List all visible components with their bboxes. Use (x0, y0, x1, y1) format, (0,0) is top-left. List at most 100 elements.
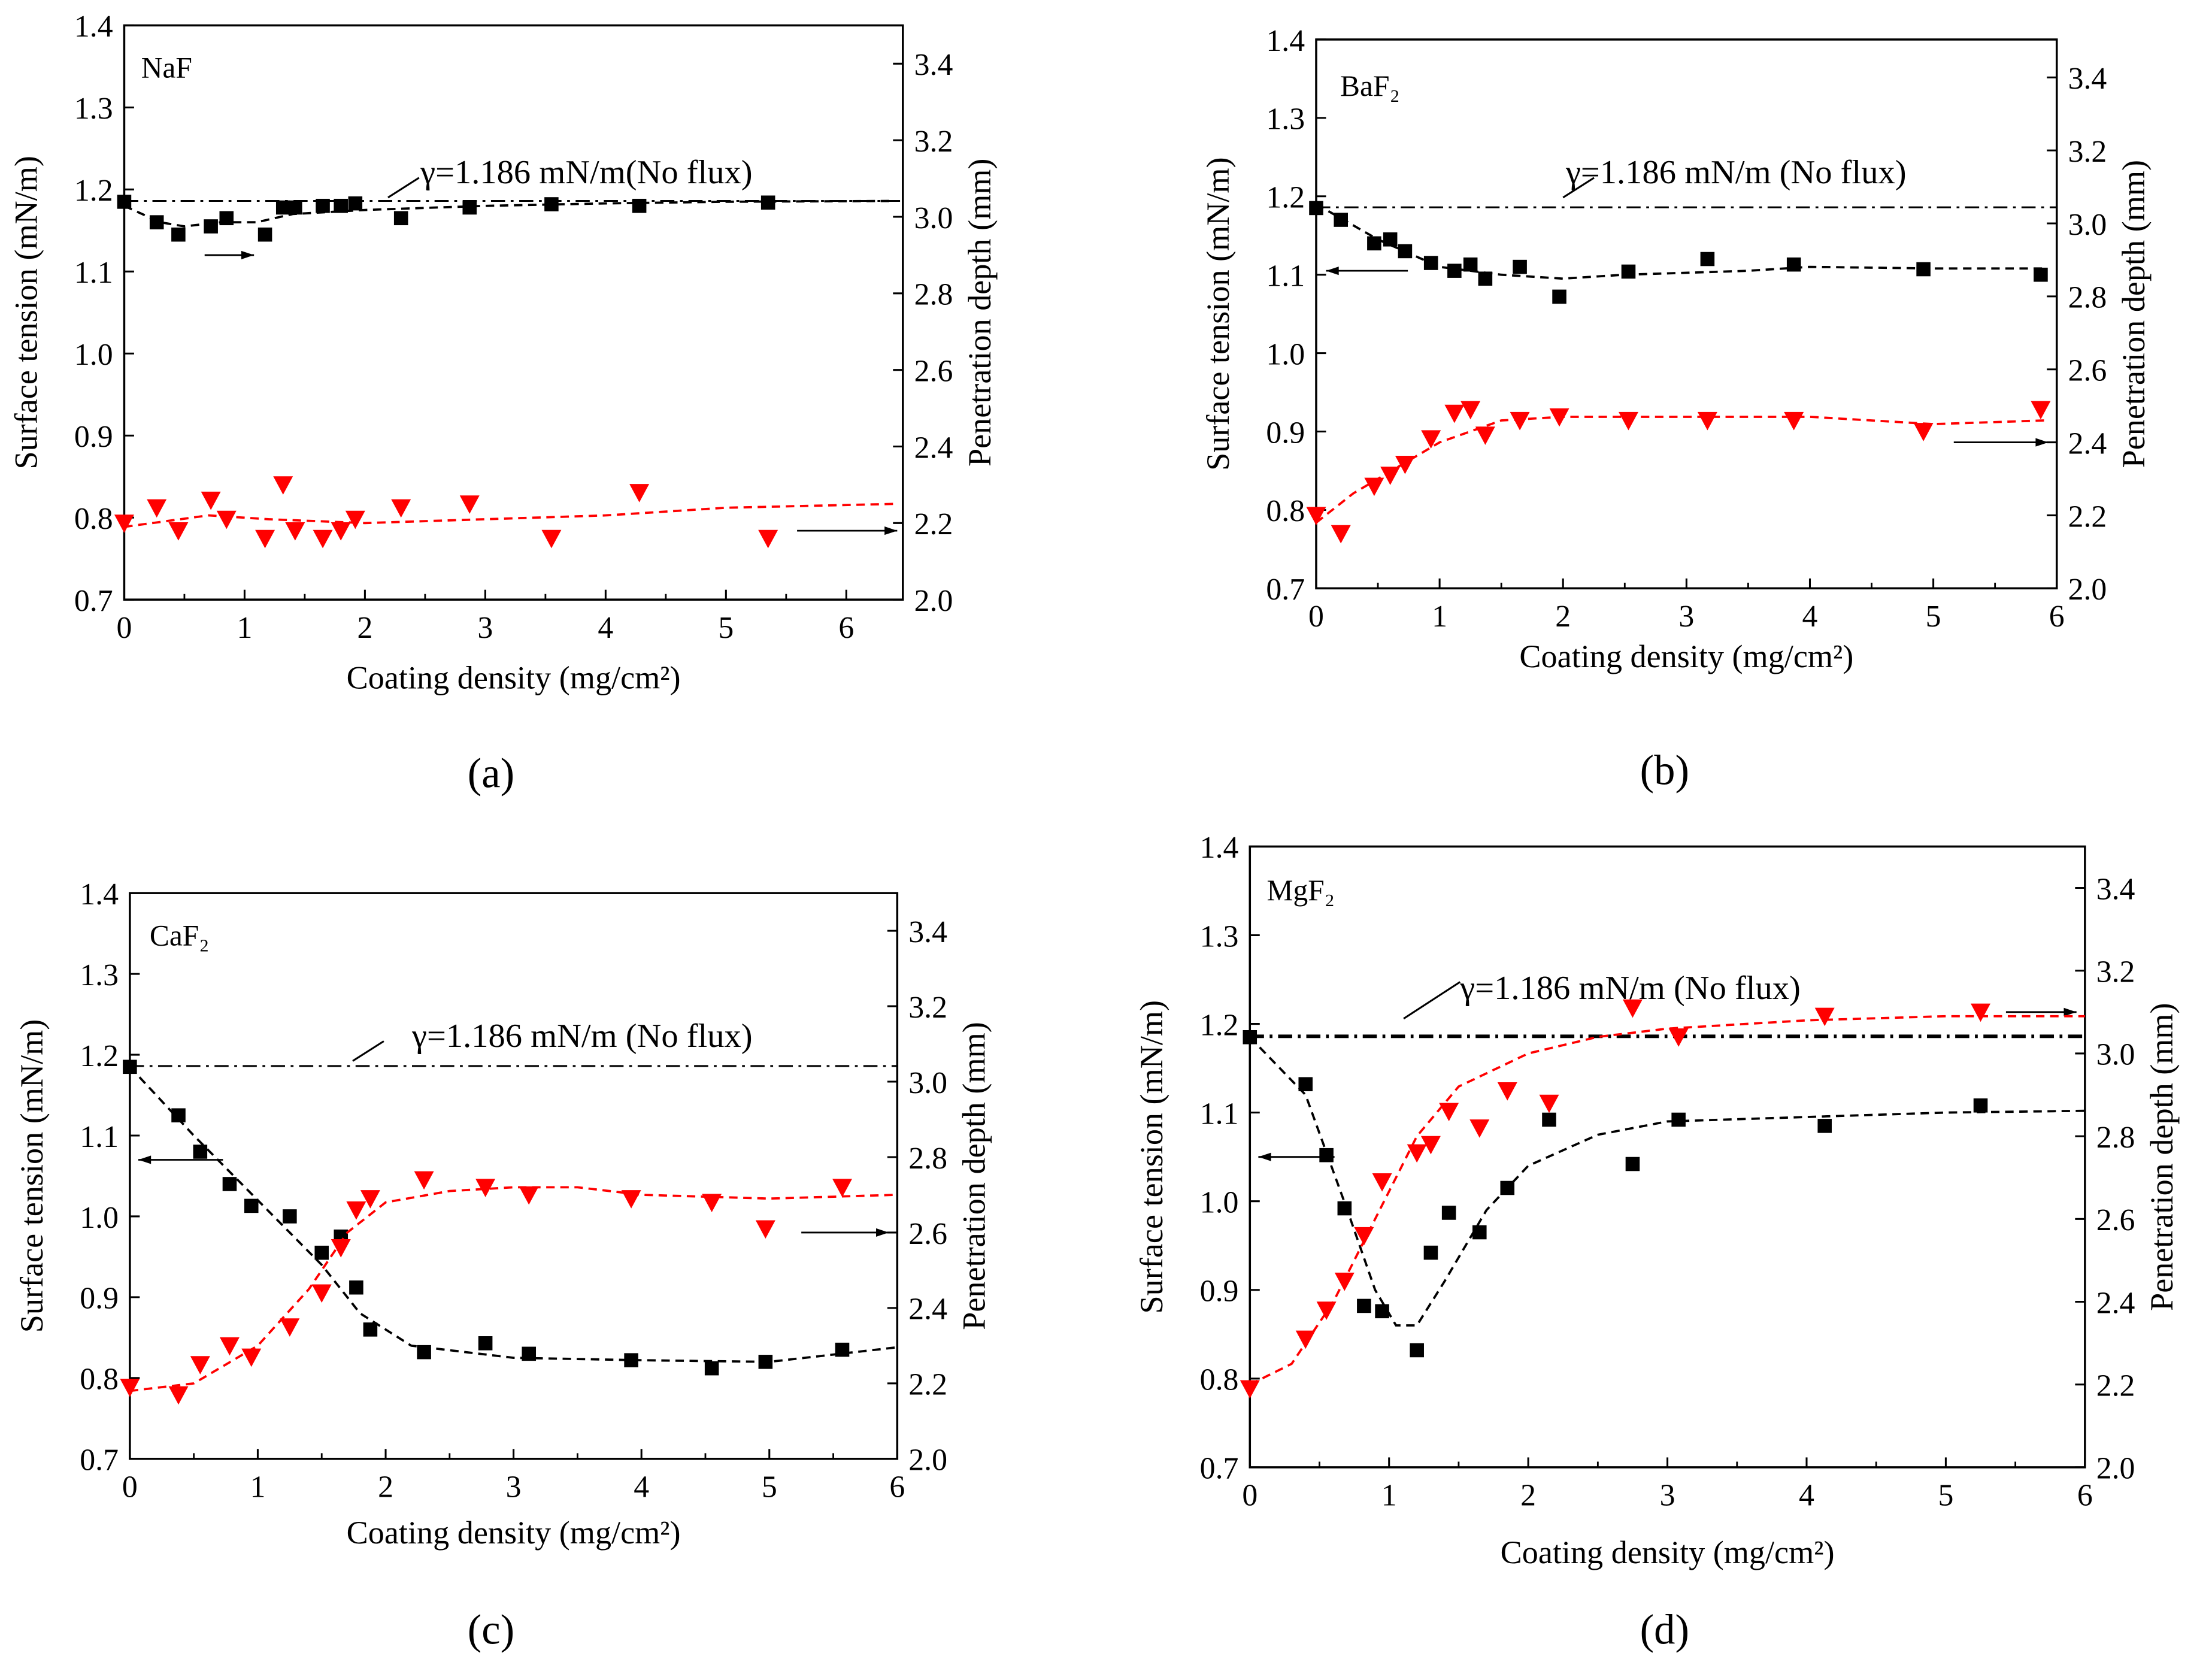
penetration-depth-point (1469, 1119, 1490, 1138)
penetration-depth-point (331, 1239, 351, 1258)
y-tick-label: 0.7 (1200, 1452, 1239, 1486)
chart-panel-d: 0 1 2 3 4 5 6 0.7 0.8 0.9 1.0 1.1 1.2 1.3 1.4 2.0 2.2 2.4… (1134, 831, 2180, 1653)
surface-tension-point (171, 227, 186, 242)
y-tick-label: 0.9 (1200, 1274, 1239, 1309)
surface-tension-point (1337, 1201, 1352, 1216)
penetration-depth-point (1971, 1003, 1991, 1022)
surface-tension-point (219, 211, 234, 226)
surface-tension-point (1973, 1098, 1988, 1113)
y2-tick-label: 2.4 (2068, 426, 2107, 461)
y2-tick-label: 2.8 (908, 1142, 947, 1176)
x-tick-label: 4 (598, 611, 613, 645)
reference-label: γ=1.186 mN/m(No flux) (420, 154, 752, 191)
x-tick-label: 6 (2077, 1479, 2093, 1513)
y-tick-label: 1.3 (1266, 102, 1305, 137)
penetration-depth-point (2031, 401, 2051, 420)
penetration-depth-point (345, 510, 365, 529)
penetration-depth-point (285, 522, 305, 541)
y2-tick-label: 2.6 (914, 355, 953, 389)
penetration-depth-point (1814, 1007, 1835, 1027)
penetration-depth-point (1784, 411, 1804, 431)
x-tick-label: 1 (250, 1470, 265, 1504)
x-tick-label: 0 (1308, 600, 1324, 634)
x-tick-label: 0 (122, 1470, 138, 1504)
x-axis-label: Coating density (mg/cm²) (347, 1515, 681, 1551)
y-tick-label: 0.8 (80, 1363, 119, 1397)
y-axis-label: Surface tension (mN/m) (1200, 157, 1236, 471)
x-tick-label: 2 (1520, 1479, 1536, 1513)
right-axis-arrow-head (2035, 438, 2049, 447)
x-tick-label: 1 (1432, 600, 1447, 634)
surface-tension-point (334, 198, 348, 213)
penetration-depth-point (255, 529, 275, 549)
surface-tension-point (204, 219, 218, 234)
surface-tension-point (835, 1342, 850, 1357)
penetration-depth-point (168, 1386, 189, 1405)
y2-tick-label: 2.6 (2068, 354, 2107, 388)
penetration-depth-fit-curve (1315, 416, 2045, 524)
right-axis-arrow-head (876, 1228, 889, 1237)
chart-panel-b: 0 1 2 3 4 5 6 0.7 0.8 0.9 1.0 1.1 1.2 1.3 1.4 2.0 2.2 2.4… (1200, 24, 2152, 794)
y2-tick-label: 2.4 (2096, 1286, 2135, 1320)
penetration-depth-point (1439, 1103, 1459, 1122)
surface-tension-point (478, 1336, 493, 1351)
surface-tension-point (149, 215, 164, 229)
y-tick-label: 1.1 (1200, 1097, 1239, 1131)
x-tick-label: 1 (1381, 1479, 1397, 1513)
surface-tension-point (760, 195, 775, 210)
x-tick-label: 0 (1242, 1479, 1257, 1513)
surface-tension-point (1243, 1030, 1257, 1045)
penetration-depth-point (1618, 411, 1638, 431)
penetration-depth-point (1421, 430, 1441, 449)
y2-tick-label: 3.0 (908, 1066, 947, 1100)
penetration-depth-point (1510, 411, 1530, 431)
penetration-depth-point (629, 484, 650, 502)
penetration-depth-point (201, 491, 221, 510)
penetration-depth-point (120, 1378, 140, 1397)
y-tick-label: 0.7 (74, 584, 113, 618)
penetration-depth-point (702, 1194, 722, 1213)
x-tick-label: 5 (718, 611, 734, 645)
left-axis-arrow-head (241, 250, 254, 259)
y-tick-label: 1.1 (1266, 259, 1305, 293)
penetration-depth-point (755, 1220, 775, 1239)
penetration-depth-point (1475, 426, 1495, 445)
surface-tension-point (1625, 1157, 1640, 1171)
y2-tick-label: 2.8 (2096, 1121, 2135, 1155)
x-tick-label: 0 (116, 611, 132, 645)
y2-tick-label: 3.2 (914, 125, 953, 159)
plot-frame (123, 24, 904, 601)
y2-axis-label: Penetration depth (mm) (962, 159, 998, 467)
y2-axis-label: Penetration depth (mm) (956, 1022, 992, 1330)
surface-tension-point (123, 1059, 137, 1074)
penetration-depth-point (1420, 1136, 1441, 1155)
y-tick-label: 0.8 (1266, 494, 1305, 528)
x-axis-label: Coating density (mg/cm²) (1519, 638, 1853, 674)
x-tick-label: 6 (889, 1470, 905, 1504)
penetration-depth-fit-curve (124, 502, 895, 528)
x-tick-label: 1 (237, 611, 252, 645)
penetration-depth-point (1497, 1082, 1517, 1101)
y-tick-label: 1.2 (80, 1039, 119, 1073)
panel-label: (c) (468, 1606, 514, 1653)
surface-tension-point (1441, 1206, 1456, 1220)
surface-tension-point (1552, 289, 1566, 304)
y2-tick-label: 2.8 (914, 278, 953, 312)
penetration-depth-point (1913, 423, 1934, 441)
penetration-depth-point (331, 522, 351, 541)
y2-tick-label: 2.4 (914, 431, 953, 465)
chart-panel-a: 0 1 2 3 4 5 6 0.7 0.8 0.9 1.0 1.1 1.2 1.3 1.4 2.0 2.2 2.4… (8, 10, 997, 797)
y-tick-label: 0.8 (74, 502, 113, 536)
y2-tick-label: 2.2 (914, 507, 953, 541)
panel-title: BaF₂ (1340, 69, 1400, 102)
surface-tension-point (1410, 1343, 1424, 1358)
surface-tension-point (1621, 264, 1636, 279)
surface-tension-fit-curve (1249, 1036, 2085, 1327)
y-tick-label: 0.9 (1266, 416, 1305, 450)
x-tick-label: 2 (357, 611, 372, 645)
panel-label: (a) (468, 750, 514, 797)
surface-tension-fit-curve (129, 1066, 898, 1363)
penetration-depth-point (1622, 999, 1643, 1018)
y2-tick-label: 3.4 (2096, 872, 2135, 906)
